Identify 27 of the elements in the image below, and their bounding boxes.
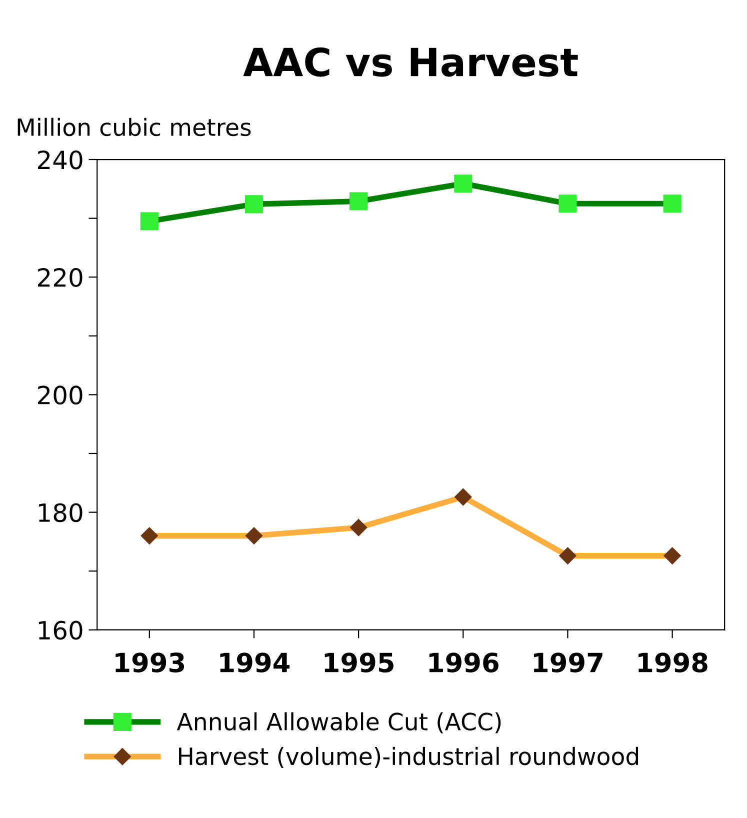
y-tick-label: 240 (38, 150, 82, 170)
chart-title: AAC vs Harvest (243, 47, 578, 77)
x-tick-label: 1997 (534, 652, 602, 673)
point (664, 547, 681, 564)
y-tick-label: 180 (38, 503, 82, 522)
y-tick-label: 220 (38, 268, 82, 287)
point (140, 212, 158, 230)
legend-label: Harvest (volume)-industrial roundwood (179, 746, 638, 768)
x-tick-label: 1994 (220, 652, 290, 673)
point (350, 519, 368, 536)
x-tick-label: 1993 (116, 652, 184, 673)
point (558, 194, 577, 213)
y-tick-label: 200 (38, 386, 82, 405)
legend-label: Annual Allowable Cut (ACC) (176, 712, 501, 734)
point (454, 174, 472, 193)
point (454, 488, 472, 506)
x-tick-label: 1995 (324, 652, 394, 673)
x-tick-label: 1998 (638, 652, 708, 673)
y-tick-label: 160 (38, 620, 82, 640)
point (245, 527, 263, 544)
point (244, 195, 264, 214)
point (559, 547, 576, 564)
y-axis-title: Million cubic metres (18, 118, 251, 136)
point (140, 527, 158, 544)
point (350, 192, 368, 210)
point (663, 194, 682, 213)
x-tick-label: 1996 (429, 652, 498, 673)
